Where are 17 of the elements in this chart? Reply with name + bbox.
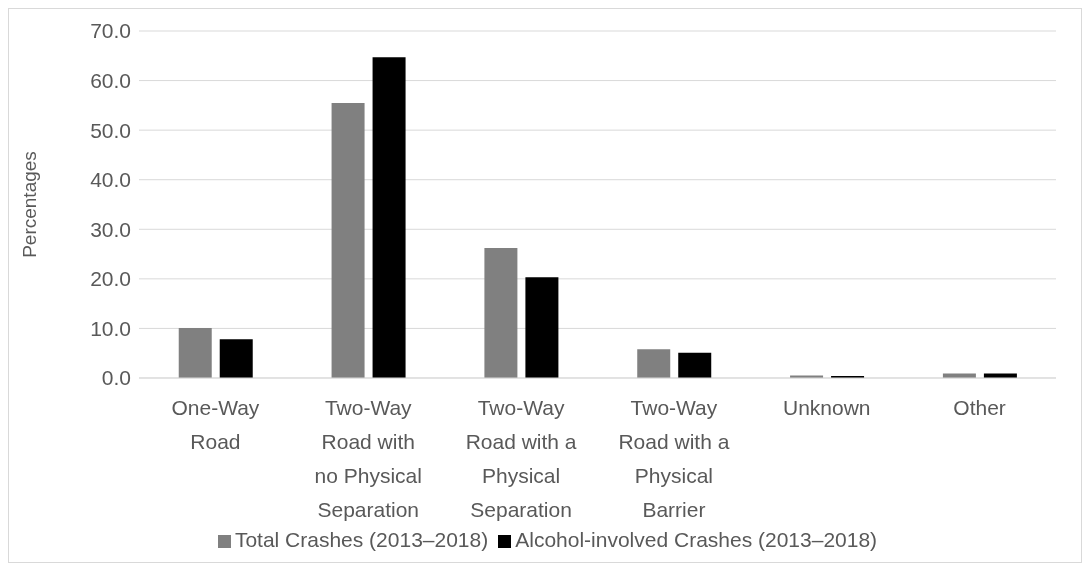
y-tick-label: 20.0 [90, 267, 131, 291]
x-tick-label: Other [953, 396, 1006, 419]
y-tick-label: 50.0 [90, 118, 131, 142]
y-tick-label: 70.0 [90, 19, 131, 43]
x-tick-label: Unknown [782, 396, 871, 419]
x-tick-label: One-Way Road [171, 396, 260, 453]
legend-label: Total Crashes (2013–2018) [234, 528, 489, 551]
y-tick-label: 60.0 [90, 69, 131, 93]
y-tick-label: 30.0 [90, 217, 131, 241]
x-tick-label: Two-Way Road with a Physical Separation [465, 396, 577, 521]
x-tick-label: Two-Way Road with no Physical Separation [314, 396, 422, 521]
x-tick-label: Two-Way Road with a Physical Barrier [618, 396, 730, 521]
y-axis-title: Percentages [18, 151, 40, 258]
y-tick-label: 40.0 [90, 168, 131, 192]
y-tick-label: 0.0 [101, 366, 131, 390]
legend-label: Alcohol-involved Crashes (2013–2018) [515, 528, 878, 551]
y-tick-label: 10.0 [90, 316, 131, 340]
